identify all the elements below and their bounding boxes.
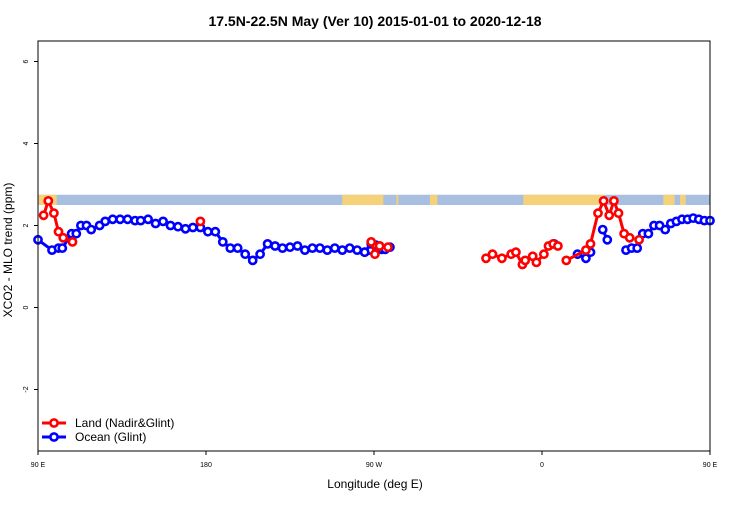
ocean-series-point (100, 216, 111, 227)
y-tick-label: 0 (23, 305, 30, 309)
land-series-point (511, 247, 521, 258)
legend: Land (Nadir&Glint)Ocean (Glint) (42, 416, 174, 444)
ocean-series-point (86, 224, 97, 235)
land-series-point (520, 255, 531, 266)
ocean-series-point (115, 214, 125, 225)
ocean-series-point (210, 226, 221, 237)
map-land (680, 194, 686, 205)
ocean-series-point (165, 220, 176, 231)
land-series-point (195, 216, 206, 227)
y-axis-label: XCO2 - MLO trend (ppm) (1, 183, 15, 318)
land-series-point (613, 208, 624, 219)
map-land (523, 194, 604, 205)
land-series-point (634, 234, 644, 245)
land-series-point (553, 241, 563, 251)
x-axis: 90 E 180 90 W 0 90 E (31, 451, 718, 469)
ocean-series-point (247, 255, 258, 266)
map-land (396, 194, 399, 205)
legend-ocean-marker (49, 432, 59, 442)
ocean-series-point (158, 216, 168, 227)
x-tick-label: 90 E (703, 462, 718, 469)
ocean-series-point (143, 214, 153, 225)
ocean-series-point (329, 243, 340, 253)
ocean-series-point (135, 215, 146, 226)
legend-ocean-label: Ocean (Glint) (75, 430, 146, 444)
land-series-point (481, 253, 491, 264)
legend-land-label: Land (Nadir&Glint) (75, 416, 174, 430)
x-tick-label: 0 (540, 462, 544, 469)
y-tick-label: 4 (23, 141, 30, 145)
plot-lines (33, 195, 715, 270)
ocean-series-point (299, 245, 310, 255)
y-tick-label: 2 (23, 223, 30, 227)
x-tick-label: 180 (200, 462, 212, 469)
ocean-series-point (173, 221, 183, 232)
land-series-point (581, 245, 591, 255)
y-axis: -2 0 2 4 6 (23, 59, 38, 393)
ocean-series-point (277, 243, 288, 253)
ocean-series-point (150, 218, 161, 229)
land-series-point (585, 238, 596, 249)
land-series-point (539, 249, 549, 260)
map-land (342, 194, 384, 205)
ocean-series-point (255, 249, 265, 260)
land-series-point (58, 232, 69, 243)
x-tick-label: 90 W (366, 462, 383, 469)
ocean-series-point (359, 247, 370, 258)
land-series-point (49, 208, 59, 219)
land-series-point (624, 232, 635, 243)
ocean-series-point (262, 238, 273, 249)
ocean-series-point (240, 249, 251, 260)
land-series-point (369, 249, 380, 260)
land-series-point (374, 241, 385, 251)
land-series-point (43, 195, 54, 206)
y-tick-label: 6 (23, 59, 30, 63)
map-land (430, 194, 438, 205)
land-series-point (383, 242, 393, 253)
land-series-point (366, 236, 377, 247)
land-series-point (609, 195, 619, 206)
ocean-series-point (217, 236, 228, 247)
ocean-series-point (307, 243, 318, 253)
ocean-series-point (292, 241, 303, 251)
land-series-point (604, 210, 615, 221)
x-axis-label: Longitude (deg E) (327, 477, 422, 491)
ocean-series-point (337, 245, 348, 255)
x-tick-label: 90 E (31, 462, 46, 469)
land-series-point (531, 257, 542, 268)
land-series-point (561, 255, 572, 266)
land-series-point (487, 249, 498, 260)
ocean-series-point (597, 224, 608, 235)
ocean-series-point (285, 242, 295, 253)
ocean-series-point (602, 234, 613, 245)
ocean-series-point (632, 243, 643, 253)
ocean-series-point (122, 214, 133, 225)
ocean-series-point (57, 243, 68, 253)
land-series-point (593, 208, 603, 219)
ocean-series-point (71, 228, 82, 239)
ocean-series-point (180, 223, 191, 234)
land-series-point (38, 210, 49, 221)
ocean-series-point (660, 224, 671, 235)
land-series-point (67, 236, 78, 247)
land-series-point (598, 195, 609, 206)
ocean-series-point (643, 228, 654, 239)
ocean-series-point (187, 222, 198, 233)
ocean-series-point (314, 243, 325, 253)
ocean-series-point (322, 245, 333, 255)
land-series-point (53, 226, 64, 237)
chart-title: 17.5N-22.5N May (Ver 10) 2015-01-01 to 2… (208, 13, 541, 29)
ocean-series-point (232, 243, 243, 253)
ocean-series-point (352, 245, 363, 255)
ocean-series-point (344, 243, 355, 253)
legend-land-marker (49, 418, 59, 428)
map-land (663, 194, 675, 205)
land-series-point (496, 253, 507, 264)
y-tick-label: -2 (23, 386, 30, 392)
